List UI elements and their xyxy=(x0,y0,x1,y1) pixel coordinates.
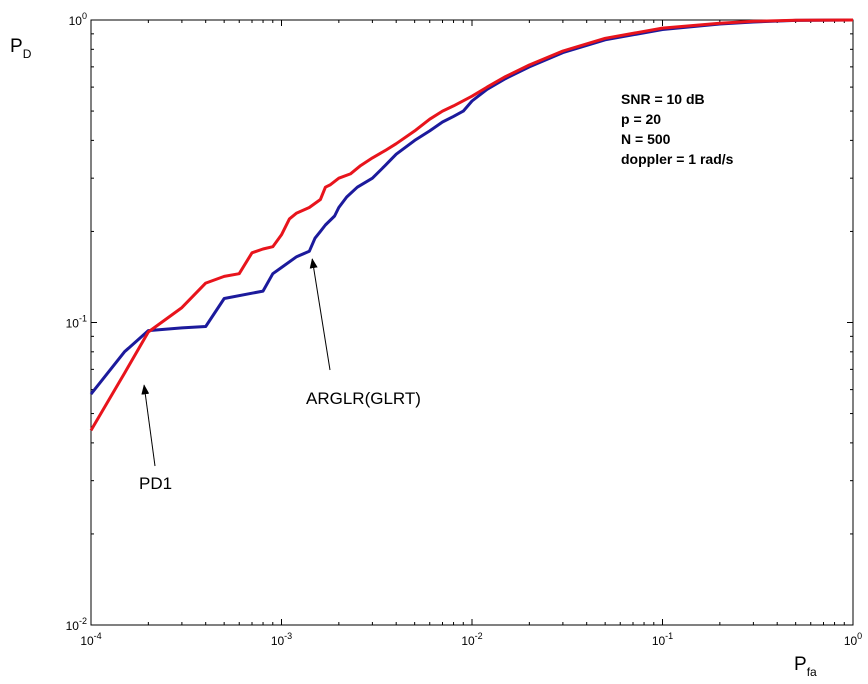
plot-frame xyxy=(90,19,854,626)
series-line-pd1 xyxy=(89,18,854,432)
y-axis-label: PD xyxy=(10,36,32,61)
info-line: SNR = 10 dB xyxy=(621,91,705,107)
info-line: N = 500 xyxy=(621,131,671,147)
y-tick-label: 100 xyxy=(69,11,87,28)
x-tick-label: 10-4 xyxy=(80,631,101,648)
plot-area xyxy=(90,19,854,626)
series-line-arglr xyxy=(89,18,854,396)
x-axis-label: Pfa xyxy=(794,654,817,679)
x-tick-label: 10-3 xyxy=(271,631,292,648)
axes xyxy=(91,20,853,625)
series-layer xyxy=(89,18,854,432)
annotation-pd1-arrow xyxy=(141,384,156,467)
labels: 10-4 10-3 10-2 10-1 100 10-2 10-1 100 PD Pfa PD1 AR… xyxy=(10,11,862,679)
x-tick-label: 10-1 xyxy=(652,631,673,648)
annotation-arglr-label: ARGLR(GLRT) xyxy=(306,389,421,408)
annotation-arglr-arrow xyxy=(309,258,331,371)
y-tick-label: 10-2 xyxy=(66,616,87,633)
x-tick-label: 100 xyxy=(844,631,862,648)
info-line: doppler = 1 rad/s xyxy=(621,151,734,167)
info-line: p = 20 xyxy=(621,111,661,127)
annotation-pd1-label: PD1 xyxy=(139,474,172,493)
y-tick-label: 10-1 xyxy=(66,314,87,331)
x-tick-label: 10-2 xyxy=(461,631,482,648)
